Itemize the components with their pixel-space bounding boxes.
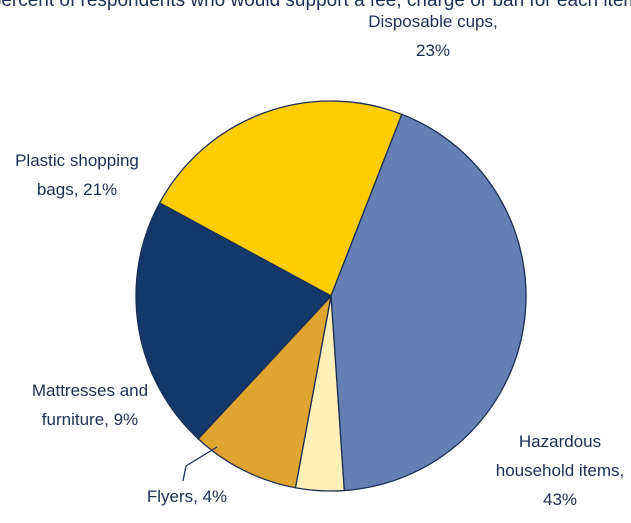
label-flyers: Flyers, 4%	[147, 487, 227, 506]
slice-hazardous-household-items	[330, 113, 527, 492]
label-disposable-cups: Disposable cups, 23%	[368, 12, 497, 60]
pie-slices	[135, 100, 527, 492]
label-mattresses-and-furniture: Mattresses and furniture, 9%	[32, 381, 148, 429]
label-hazardous-household-items: Hazardous household items, 43%	[496, 432, 625, 509]
pie-leader-lines	[182, 446, 218, 482]
leader-line-flyers	[182, 446, 218, 482]
slice-disposable-cups	[158, 100, 403, 297]
slice-mattresses-and-furniture	[197, 295, 332, 489]
slice-plastic-shopping-bags	[135, 202, 332, 440]
label-plastic-shopping-bags: Plastic shopping bags, 21%	[15, 151, 139, 199]
chart-title: percent of respondents who would support…	[0, 0, 631, 11]
pie-labels: Disposable cups, 23% Hazardous household it…	[15, 12, 624, 509]
